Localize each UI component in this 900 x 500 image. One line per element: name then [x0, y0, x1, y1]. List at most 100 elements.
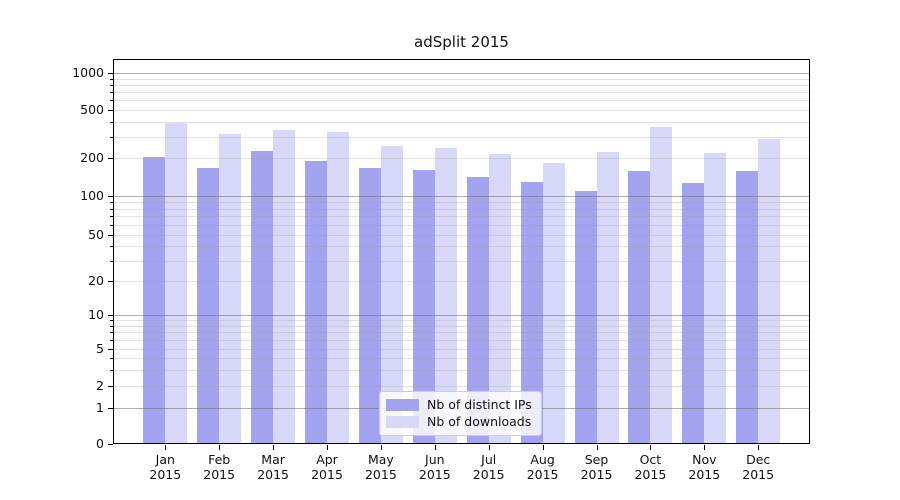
x-tick-mark	[165, 445, 167, 450]
y-tick-label: 500	[80, 102, 104, 117]
x-tick-mark	[704, 445, 706, 450]
x-tick-mark	[380, 445, 382, 450]
x-tick-label-feb: Feb 2015	[203, 452, 236, 482]
y-tick-label: 200	[80, 150, 104, 165]
bar-sep-distinct-ips	[574, 190, 597, 444]
gridline-minor	[113, 224, 810, 226]
gridline-minor	[113, 281, 810, 282]
legend-label-downloads: Nb of downloads	[427, 414, 532, 429]
y-tick-mark	[108, 315, 113, 316]
y-tick-mark	[108, 73, 113, 74]
y-tick-mark	[108, 110, 113, 111]
y-tick-label: 2	[96, 378, 104, 393]
bar-mar-distinct-ips	[251, 151, 274, 444]
bar-jul-downloads	[488, 153, 511, 444]
legend-item-downloads: Nb of downloads	[386, 413, 534, 430]
y-minor-tick-mark	[110, 260, 113, 262]
bar-sep-downloads	[596, 151, 619, 444]
gridline-minor	[113, 320, 810, 322]
y-minor-tick-mark	[110, 92, 113, 94]
legend: Nb of distinct IPs Nb of downloads	[379, 391, 542, 436]
y-tick-mark	[108, 444, 113, 445]
x-tick-label-may: May 2015	[364, 452, 397, 482]
x-tick-label-nov: Nov 2015	[688, 452, 721, 482]
x-tick-label-jul: Jul 2015	[472, 452, 505, 482]
gridline-minor	[113, 332, 810, 334]
bar-jun-distinct-ips	[412, 170, 435, 444]
bar-feb-distinct-ips	[197, 168, 220, 444]
bar-mar-downloads	[273, 130, 296, 444]
y-tick-mark	[108, 281, 113, 282]
y-minor-tick-mark	[110, 78, 113, 80]
gridline-minor	[113, 110, 810, 111]
plot-area	[113, 59, 810, 444]
y-minor-tick-mark	[110, 246, 113, 248]
chart-title: adSplit 2015	[414, 33, 509, 51]
x-tick-mark	[219, 445, 221, 450]
y-minor-tick-mark	[110, 340, 113, 342]
gridline-minor	[113, 216, 810, 218]
y-tick-label: 10	[88, 307, 104, 322]
gridline-minor	[113, 358, 810, 359]
bar-may-downloads	[380, 146, 403, 444]
x-tick-label-jan: Jan 2015	[149, 452, 182, 482]
y-minor-tick-mark	[110, 216, 113, 218]
y-minor-tick-mark	[110, 84, 113, 86]
bar-dec-downloads	[758, 139, 781, 444]
gridline-minor	[113, 92, 810, 94]
bar-may-distinct-ips	[358, 168, 381, 444]
y-minor-tick-mark	[110, 332, 113, 334]
legend-swatch-downloads-icon	[386, 415, 419, 428]
bar-apr-distinct-ips	[305, 161, 327, 444]
x-tick-mark	[327, 445, 328, 450]
gridline-minor	[113, 78, 810, 80]
y-tick-mark	[108, 235, 113, 236]
bar-oct-downloads	[650, 127, 673, 444]
gridline-minor	[113, 100, 810, 102]
gridline-minor	[113, 235, 810, 236]
bar-nov-distinct-ips	[682, 182, 705, 444]
gridline-minor	[113, 325, 810, 327]
bar-feb-downloads	[219, 134, 242, 444]
bar-aug-distinct-ips	[520, 181, 543, 444]
gridline-minor	[113, 260, 810, 262]
y-minor-tick-mark	[110, 201, 113, 203]
gridline-minor	[113, 246, 810, 248]
y-minor-tick-mark	[110, 224, 113, 226]
x-tick-label-apr: Apr 2015	[311, 452, 343, 482]
x-tick-label-sep: Sep 2015	[580, 452, 613, 482]
gridline-minor	[113, 158, 810, 159]
x-tick-mark	[650, 445, 652, 450]
y-tick-mark	[108, 158, 113, 159]
bar-oct-distinct-ips	[628, 170, 651, 444]
y-minor-tick-mark	[110, 325, 113, 327]
grid-layer	[113, 59, 810, 444]
gridline-major	[113, 196, 810, 197]
y-tick-label: 0	[96, 436, 104, 451]
y-minor-tick-mark	[110, 358, 113, 359]
y-minor-tick-mark	[110, 369, 113, 371]
x-tick-mark	[758, 445, 760, 450]
y-tick-label: 1000	[72, 65, 104, 80]
legend-swatch-distinct-ips-icon	[386, 398, 419, 411]
y-tick-mark	[108, 386, 113, 387]
gridline-minor	[113, 84, 810, 86]
bar-dec-distinct-ips	[736, 171, 759, 444]
y-minor-tick-mark	[110, 121, 113, 123]
plot-border	[113, 59, 810, 444]
bar-apr-downloads	[327, 132, 349, 444]
y-tick-label: 5	[96, 341, 104, 356]
bar-aug-downloads	[542, 162, 565, 444]
legend-label-distinct-ips: Nb of distinct IPs	[427, 397, 532, 412]
gridline-major	[113, 73, 810, 74]
gridline-minor	[113, 201, 810, 203]
x-tick-mark	[273, 445, 275, 450]
gridline-major	[113, 315, 810, 316]
x-tick-mark	[488, 445, 490, 450]
x-tick-label-aug: Aug 2015	[526, 452, 559, 482]
gridline-minor	[113, 386, 810, 387]
y-minor-tick-mark	[110, 320, 113, 322]
x-tick-label-jun: Jun 2015	[418, 452, 451, 482]
y-tick-mark	[108, 349, 113, 350]
